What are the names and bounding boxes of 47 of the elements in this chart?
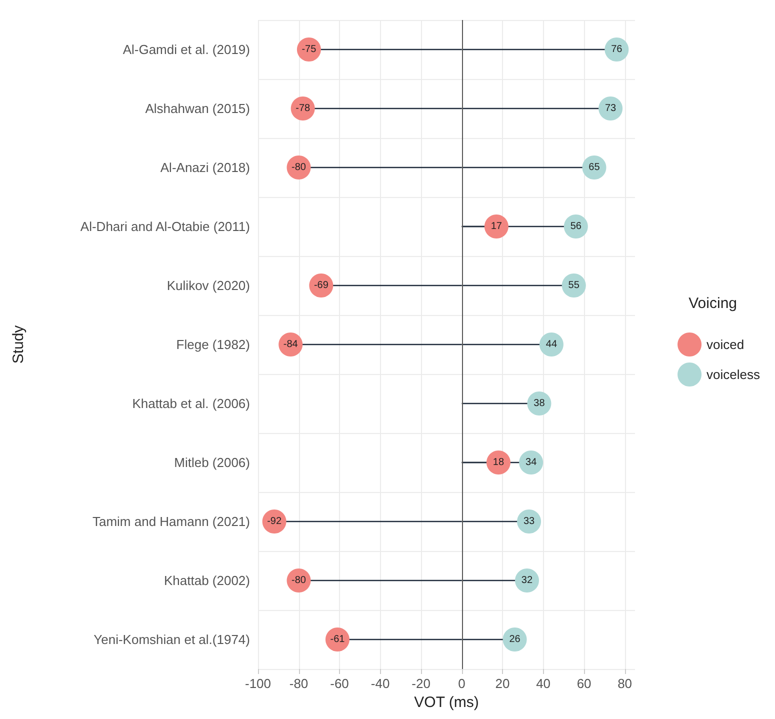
data-label: -61	[330, 634, 346, 645]
x-tick-label: -40	[370, 676, 390, 691]
y-tick-label: Kulikov (2020)	[166, 278, 250, 293]
data-label: -78	[296, 103, 310, 114]
data-label: 38	[534, 398, 546, 409]
x-tick-label: -100	[244, 676, 272, 691]
y-tick-label: Khattab et al. (2006)	[132, 396, 250, 411]
y-tick-label: Tamim and Hamann (2021)	[92, 514, 250, 529]
data-label: 76	[611, 44, 623, 55]
x-tick-label: -60	[330, 676, 349, 691]
y-tick-label: Alshahwan (2015)	[145, 101, 250, 116]
x-axis-title: VOT (ms)	[414, 694, 479, 711]
y-tick-label: Flege (1982)	[176, 337, 250, 352]
y-tick-label: Mitleb (2006)	[174, 455, 250, 470]
y-tick-label: Al-Gamdi et al. (2019)	[122, 42, 250, 57]
data-label: 18	[492, 457, 504, 468]
y-tick-label: Al-Dhari and Al-Otabie (2011)	[80, 219, 250, 234]
data-label: 56	[570, 221, 582, 232]
y-tick-label: Al-Anazi (2018)	[160, 160, 250, 175]
x-tick-label: 80	[618, 676, 632, 691]
x-tick-label: 0	[458, 676, 466, 691]
x-tick-label: 20	[495, 676, 510, 691]
legend-label: voiceless	[706, 367, 760, 382]
data-label: 33	[523, 516, 536, 527]
y-axis-title: Study	[10, 324, 27, 364]
data-label: 26	[509, 634, 521, 645]
data-label: -80	[292, 575, 306, 586]
data-label: -92	[267, 516, 282, 527]
legend-label: voiced	[706, 337, 744, 352]
data-label: 73	[604, 103, 617, 114]
data-label: -80	[292, 162, 306, 173]
data-label: -69	[314, 280, 329, 291]
data-label: 17	[490, 221, 502, 232]
data-label: 44	[546, 339, 558, 350]
data-label: 34	[526, 457, 538, 468]
data-label: 65	[588, 162, 600, 173]
x-tick-label: 60	[576, 676, 592, 691]
y-tick-label: Yeni-Komshian et al.(1974)	[94, 632, 250, 647]
x-tick-label: -80	[289, 676, 308, 691]
x-tick-label: -20	[412, 676, 430, 691]
data-label: 32	[521, 575, 533, 586]
legend-title: Voicing	[688, 295, 738, 312]
data-label: -84	[283, 339, 298, 350]
y-tick-label: Khattab (2002)	[164, 573, 250, 588]
data-label: 55	[568, 280, 580, 291]
data-label: -75	[302, 44, 317, 55]
x-tick-label: 40	[536, 676, 551, 691]
